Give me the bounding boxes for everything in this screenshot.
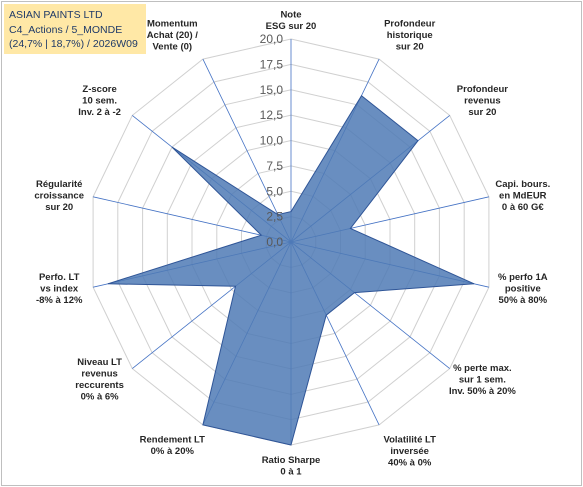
axis-label: Momentum Achat (20) / Vente (0) xyxy=(147,19,199,53)
axis-label-line: revenus xyxy=(81,369,117,380)
axis-label-line: Momentum xyxy=(147,19,198,30)
axis-label: Ratio Sharpe 0 à 1 xyxy=(262,455,321,478)
axis-label-line: 0 à 1 xyxy=(280,467,302,478)
tick-label: 17,5 xyxy=(260,57,284,71)
label-layer: Note ESG sur 20 Profondeur historique sur 20… xyxy=(34,10,550,478)
axis-label-line: sur 20 xyxy=(45,202,73,213)
axis-label: Z-score 10 sem. Inv. 2 à -2 xyxy=(78,84,121,118)
axis-label-line: Inv. 50% à 20% xyxy=(449,386,516,397)
axis-label-line: -8% à 12% xyxy=(36,295,83,306)
axis-label-line: Profondeur xyxy=(384,19,435,30)
axis-label-line: revenus xyxy=(464,96,500,107)
axis-label-line: inversée xyxy=(390,446,429,457)
axis-spoke xyxy=(202,58,292,243)
axis-label-line: 10 sem. xyxy=(82,96,117,107)
axis-label-line: ESG sur 20 xyxy=(266,21,317,32)
axis-label-line: Régularité xyxy=(36,179,82,190)
axis-label-line: Volatilité LT xyxy=(383,434,436,445)
axis-label-line: Achat (20) / xyxy=(147,30,199,41)
axis-label-line: historique xyxy=(387,30,433,41)
axis-label: Rendement LT 0% à 20% xyxy=(140,434,205,457)
axis-label-line: % perfo 1A xyxy=(498,272,548,283)
axis-label: Profondeur revenus sur 20 xyxy=(457,84,508,118)
axis-label-line: 0 à 60 G€ xyxy=(502,202,544,213)
axis-label-line: Z-score xyxy=(82,84,116,95)
axis-label: Capi. bours. en MdEUR 0 à 60 G€ xyxy=(495,179,550,213)
axis-label-line: Profondeur xyxy=(457,84,508,95)
title-stats: (24,7% | 18,7%) / 2026W09 xyxy=(9,38,138,50)
axis-label: Note ESG sur 20 xyxy=(266,10,317,33)
tick-label: 5,0 xyxy=(266,184,283,198)
title-box: ASIAN PAINTS LTD C4_Actions / 5_MONDE (2… xyxy=(4,4,146,54)
axis-label-line: Note xyxy=(280,10,301,21)
tick-label: 10,0 xyxy=(260,134,284,148)
axis-label-line: Capi. bours. xyxy=(495,179,550,190)
axis-label: Niveau LT revenus reccurents 0% à 6% xyxy=(75,357,124,403)
axis-label-line: Perfo. LT xyxy=(39,272,80,283)
axis-label-line: Rendement LT xyxy=(140,434,205,445)
axis-label-line: reccurents xyxy=(75,380,124,391)
tick-layer: 0,0 2,5 5,0 7,5 10,0 12,5 15,0 17,5 20,0 xyxy=(260,32,284,249)
axis-label-line: sur 20 xyxy=(396,42,424,53)
axis-label-line: en MdEUR xyxy=(499,191,547,202)
axis-label-line: Ratio Sharpe xyxy=(262,455,321,466)
axis-label-line: 50% à 80% xyxy=(499,295,548,306)
axis-label-line: 0% à 6% xyxy=(81,392,120,403)
axis-label-line: Inv. 2 à -2 xyxy=(78,107,121,118)
axis-label-line: Niveau LT xyxy=(77,357,122,368)
title-company: ASIAN PAINTS LTD xyxy=(9,9,103,21)
tick-label: 0,0 xyxy=(266,235,283,249)
axis-spoke xyxy=(93,196,292,243)
axis-label: Volatilité LT inversée 40% à 0% xyxy=(383,434,436,468)
axis-label-line: sur 20 xyxy=(468,107,496,118)
axis-label-line: Vente (0) xyxy=(152,42,192,53)
axis-label: Régularité croissance sur 20 xyxy=(34,179,84,213)
axis-label: % perte max. sur 1 sem. Inv. 50% à 20% xyxy=(449,363,516,397)
series-layer xyxy=(107,94,475,446)
axis-label: Profondeur historique sur 20 xyxy=(384,19,435,53)
axis-label-line: positive xyxy=(505,284,541,295)
axis-label: Perfo. LT vs index -8% à 12% xyxy=(36,272,83,306)
axis-label-line: 40% à 0% xyxy=(388,457,432,468)
axis-label-line: croissance xyxy=(34,191,84,202)
axis-label: % perfo 1A positive 50% à 80% xyxy=(498,272,548,306)
axis-label-line: 0% à 20% xyxy=(151,446,195,457)
tick-label: 7,5 xyxy=(266,159,283,173)
title-category: C4_Actions / 5_MONDE xyxy=(9,23,123,36)
tick-label: 15,0 xyxy=(260,83,284,97)
tick-label: 2,5 xyxy=(266,210,283,224)
tick-label: 12,5 xyxy=(260,108,284,122)
tick-label: 20,0 xyxy=(260,32,284,46)
axis-label-line: sur 1 sem. xyxy=(459,374,506,385)
axis-label-line: % perte max. xyxy=(453,363,512,374)
axis-label-line: vs index xyxy=(40,284,79,295)
